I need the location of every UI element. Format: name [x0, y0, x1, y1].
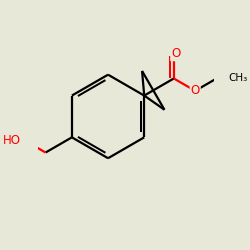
Text: O: O — [171, 47, 180, 60]
Text: HO: HO — [2, 134, 21, 147]
Text: O: O — [190, 84, 200, 97]
Text: CH₃: CH₃ — [229, 74, 248, 84]
